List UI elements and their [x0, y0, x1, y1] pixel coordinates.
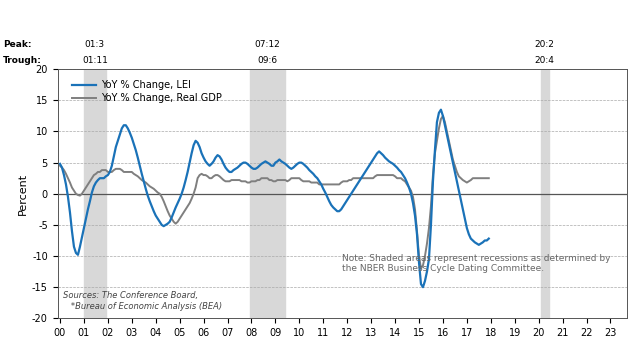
- Text: 01:3: 01:3: [85, 40, 105, 49]
- Text: Note: Shaded areas represent recessions as determined by
the NBER Business Cycle: Note: Shaded areas represent recessions …: [342, 254, 611, 273]
- Text: 01:11: 01:11: [82, 56, 108, 65]
- Text: 20:4: 20:4: [534, 56, 555, 65]
- Text: Sources: The Conference Board,
   *Bureau of Economic Analysis (BEA): Sources: The Conference Board, *Bureau o…: [63, 291, 223, 311]
- Text: Trough:: Trough:: [3, 56, 42, 65]
- Text: Peak:: Peak:: [3, 40, 32, 49]
- Y-axis label: Percent: Percent: [18, 173, 28, 215]
- Text: 20:2: 20:2: [534, 40, 555, 49]
- Legend: YoY % Change, LEI, YoY % Change, Real GDP: YoY % Change, LEI, YoY % Change, Real GD…: [68, 76, 226, 107]
- Bar: [84, 69, 106, 318]
- Bar: [541, 69, 548, 318]
- Text: 07:12: 07:12: [255, 40, 280, 49]
- Bar: [250, 69, 285, 318]
- Text: 09:6: 09:6: [257, 56, 278, 65]
